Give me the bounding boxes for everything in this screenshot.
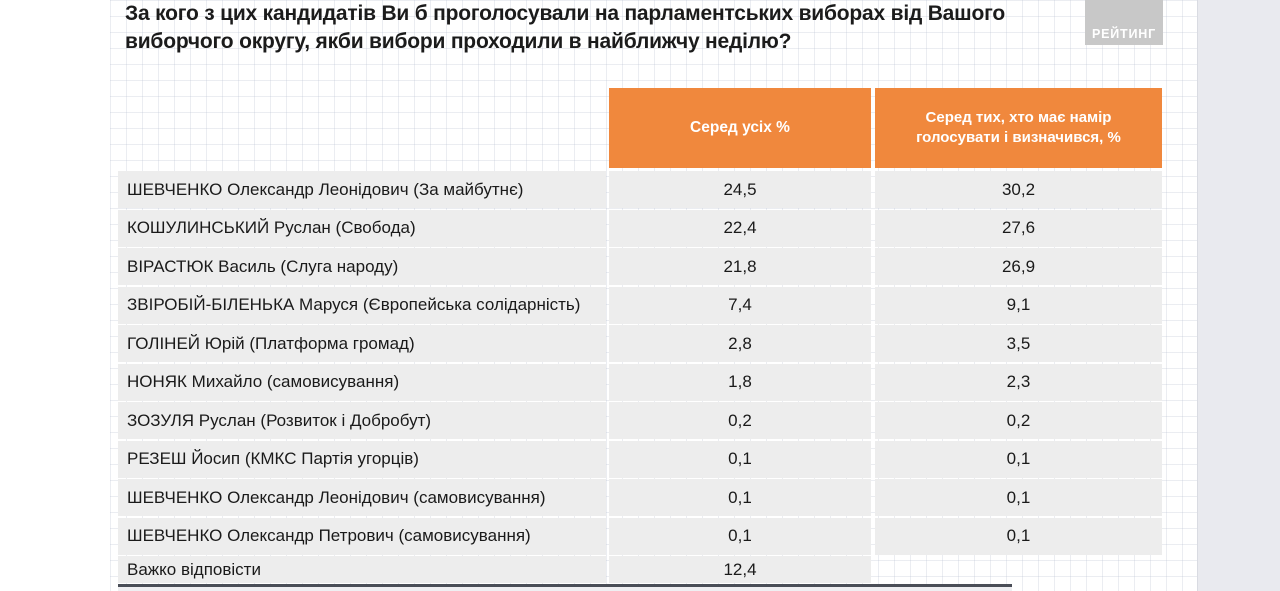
- value-among-decided-cell: 0,1: [875, 479, 1162, 516]
- table-row: ЗОЗУЛЯ Руслан (Розвиток і Добробут) 0,2 0,…: [118, 402, 1162, 439]
- value-among-decided-cell: [875, 556, 1162, 583]
- table-row: ШЕВЧЕНКО Олександр Леонідович (За майбут…: [118, 171, 1162, 208]
- table-row: КОШУЛИНСЬКИЙ Руслан (Свобода) 22,4 27,6: [118, 209, 1162, 247]
- value-among-all-cell: 7,4: [609, 286, 871, 324]
- header-among-decided-line1: Серед тих, хто має намір: [925, 109, 1112, 126]
- value-among-all-cell: 0,1: [609, 440, 871, 478]
- value-among-decided-cell: 0,2: [875, 402, 1162, 439]
- value-among-decided-cell: 9,1: [875, 286, 1162, 324]
- header-among-decided-line2: голосувати і визначився, %: [916, 129, 1121, 146]
- value-among-all-cell: 2,8: [609, 325, 871, 362]
- candidate-name-cell: ВІРАСТЮК Василь (Слуга народу): [118, 248, 606, 285]
- candidate-name-cell: ГОЛІНЕЙ Юрій (Платформа громад): [118, 325, 606, 362]
- cutoff-row-edge: [118, 584, 1012, 587]
- value-among-all-cell: 22,4: [609, 209, 871, 247]
- cutoff-row-fill: [118, 587, 1012, 591]
- candidate-name-cell: ШЕВЧЕНКО Олександр Леонідович (За майбут…: [118, 171, 606, 208]
- candidate-name-cell: РЕЗЕШ Йосип (КМКС Партія угорців): [118, 440, 606, 478]
- value-among-decided-cell: 3,5: [875, 325, 1162, 362]
- header-cell-among-decided: Серед тих, хто має намір голосувати і ви…: [875, 88, 1162, 168]
- rating-logo-label: РЕЙТИНГ: [1092, 27, 1156, 41]
- candidate-name-cell: НОНЯК Михайло (самовисування): [118, 363, 606, 401]
- table-row: Важко відповісти 12,4: [118, 556, 1162, 583]
- header-among-all-label: Серед усіх %: [690, 119, 790, 136]
- candidate-name-cell: КОШУЛИНСЬКИЙ Руслан (Свобода): [118, 209, 606, 247]
- value-among-all-cell: 0,1: [609, 479, 871, 516]
- value-among-decided-cell: 2,3: [875, 363, 1162, 401]
- right-margin-strip: [1197, 0, 1280, 591]
- page-title-line2: виборчого округу, якби вибори проходили …: [125, 30, 792, 53]
- table-row: ШЕВЧЕНКО Олександр Петрович (самовисуван…: [118, 517, 1162, 555]
- table-row: ШЕВЧЕНКО Олександр Леонідович (самовисув…: [118, 479, 1162, 516]
- value-among-all-cell: 12,4: [609, 556, 871, 583]
- table-header: Серед усіх % Серед тих, хто має намір го…: [609, 88, 1162, 168]
- value-among-all-cell: 21,8: [609, 248, 871, 285]
- value-among-decided-cell: 26,9: [875, 248, 1162, 285]
- page-title: За кого з цих кандидатів Ви б проголосув…: [125, 0, 1005, 56]
- table-row: ГОЛІНЕЙ Юрій (Платформа громад) 2,8 3,5: [118, 325, 1162, 362]
- candidate-name-cell: Важко відповісти: [118, 556, 606, 583]
- rating-logo: РЕЙТИНГ: [1085, 0, 1163, 45]
- value-among-decided-cell: 30,2: [875, 171, 1162, 208]
- table-row: РЕЗЕШ Йосип (КМКС Партія угорців) 0,1 0,1: [118, 440, 1162, 478]
- candidate-name-cell: ШЕВЧЕНКО Олександр Леонідович (самовисув…: [118, 479, 606, 516]
- table-row: ЗВІРОБІЙ-БІЛЕНЬКА Маруся (Європейська со…: [118, 286, 1162, 324]
- candidate-name-cell: ЗОЗУЛЯ Руслан (Розвиток і Добробут): [118, 402, 606, 439]
- value-among-decided-cell: 27,6: [875, 209, 1162, 247]
- value-among-decided-cell: 0,1: [875, 440, 1162, 478]
- value-among-all-cell: 0,2: [609, 402, 871, 439]
- table-row: ВІРАСТЮК Василь (Слуга народу) 21,8 26,9: [118, 248, 1162, 285]
- candidate-name-cell: ШЕВЧЕНКО Олександр Петрович (самовисуван…: [118, 517, 606, 555]
- page-title-line1: За кого з цих кандидатів Ви б проголосув…: [125, 2, 1005, 25]
- value-among-all-cell: 0,1: [609, 517, 871, 555]
- value-among-decided-cell: 0,1: [875, 517, 1162, 555]
- table-row: НОНЯК Михайло (самовисування) 1,8 2,3: [118, 363, 1162, 401]
- value-among-all-cell: 1,8: [609, 363, 871, 401]
- header-cell-among-all: Серед усіх %: [609, 88, 871, 168]
- value-among-all-cell: 24,5: [609, 171, 871, 208]
- table-rows: ШЕВЧЕНКО Олександр Леонідович (За майбут…: [118, 171, 1162, 583]
- candidate-name-cell: ЗВІРОБІЙ-БІЛЕНЬКА Маруся (Європейська со…: [118, 286, 606, 324]
